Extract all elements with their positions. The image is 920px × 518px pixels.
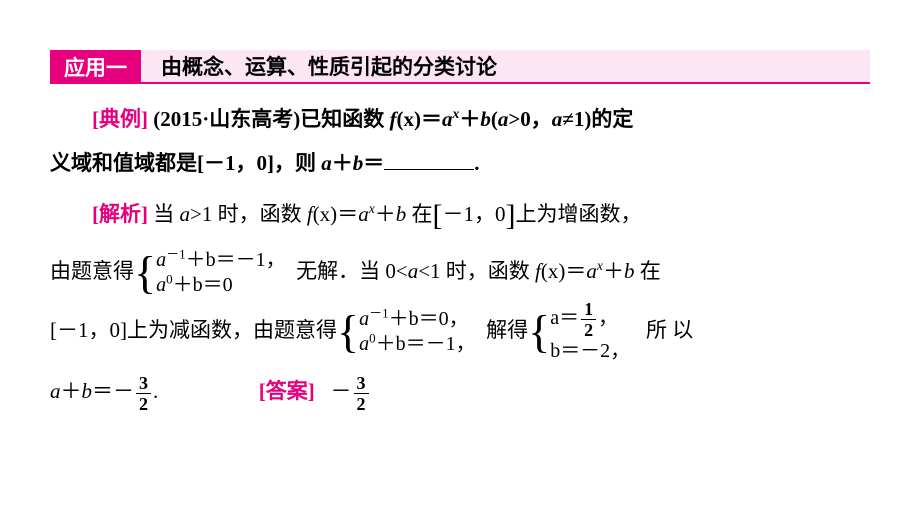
equation-system-1: { a－1＋b＝－1， a0＋b＝0 xyxy=(134,248,286,298)
answer-value: 32 xyxy=(354,374,369,413)
example-label: [典例] xyxy=(92,107,148,131)
analysis-label: [解析] xyxy=(92,202,148,226)
analysis-line-1: [解析] 当 a>1 时，函数 f(x)＝ax＋b 在[－1，0]上为增函数， xyxy=(50,186,870,246)
example-line-2: 义域和值域都是[－1，0]，则 a＋b＝. xyxy=(50,142,870,184)
analysis-line-3: [－1，0]上为减函数，由题意得 { a－1＋b＝0， a0＋b＝－1， 解得 … xyxy=(50,300,870,364)
application-badge: 应用一 xyxy=(50,50,141,84)
section-header: 应用一 由概念、运算、性质引起的分类讨论 xyxy=(50,50,870,84)
example-line-1: [典例] (2015·山东高考)已知函数 f(x)＝ax＋b(a>0，a≠1)的… xyxy=(50,98,870,140)
answer-label: [答案] xyxy=(259,379,315,403)
analysis-line-2: 由题意得 { a－1＋b＝－1， a0＋b＝0 无解．当 0<a<1 时，函数 … xyxy=(50,248,870,298)
answer-blank xyxy=(384,148,474,170)
example-source: (2015·山东高考)已知函数 xyxy=(153,107,389,131)
result-line: a＋b＝－32. [答案] －32 xyxy=(50,370,870,413)
equation-system-2: { a－1＋b＝0， a0＋b＝－1， xyxy=(337,307,476,357)
problem-body: [典例] (2015·山东高考)已知函数 f(x)＝ax＋b(a>0，a≠1)的… xyxy=(50,98,870,413)
solution-system: { a＝12， b＝－2， xyxy=(528,300,630,364)
section-title: 由概念、运算、性质引起的分类讨论 xyxy=(141,50,870,84)
